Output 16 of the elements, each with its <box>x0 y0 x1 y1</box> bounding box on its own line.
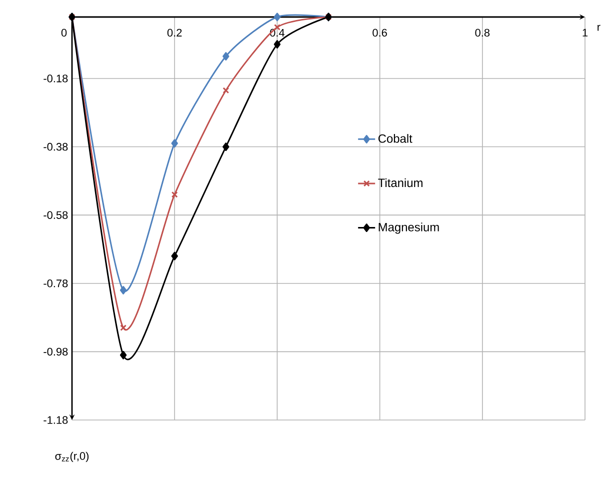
legend-label: Titanium <box>378 178 422 188</box>
x-tick-label: 0.6 <box>372 28 387 37</box>
legend-label: Magnesium <box>378 222 439 234</box>
x-tick-label: 0 <box>61 28 67 37</box>
y-tick-label: -0.78 <box>44 280 68 288</box>
y-tick-label: -0.38 <box>44 142 68 151</box>
y-axis-title: σ$_{zz}$(r,0) <box>55 452 89 462</box>
y-tick-label: -0.98 <box>44 348 68 356</box>
x-tick-label: 1 <box>582 28 588 36</box>
x-axis-title: r <box>598 24 600 31</box>
y-tick-label: -1.18 <box>44 416 68 424</box>
x-tick-label: 0.2 <box>167 28 182 37</box>
y-tick-label: -0.58 <box>44 211 68 219</box>
x-tick-label: 0.8 <box>475 28 490 37</box>
legend-label: Cobalt <box>378 134 412 143</box>
y-tick-label: -0.18 <box>44 74 68 82</box>
